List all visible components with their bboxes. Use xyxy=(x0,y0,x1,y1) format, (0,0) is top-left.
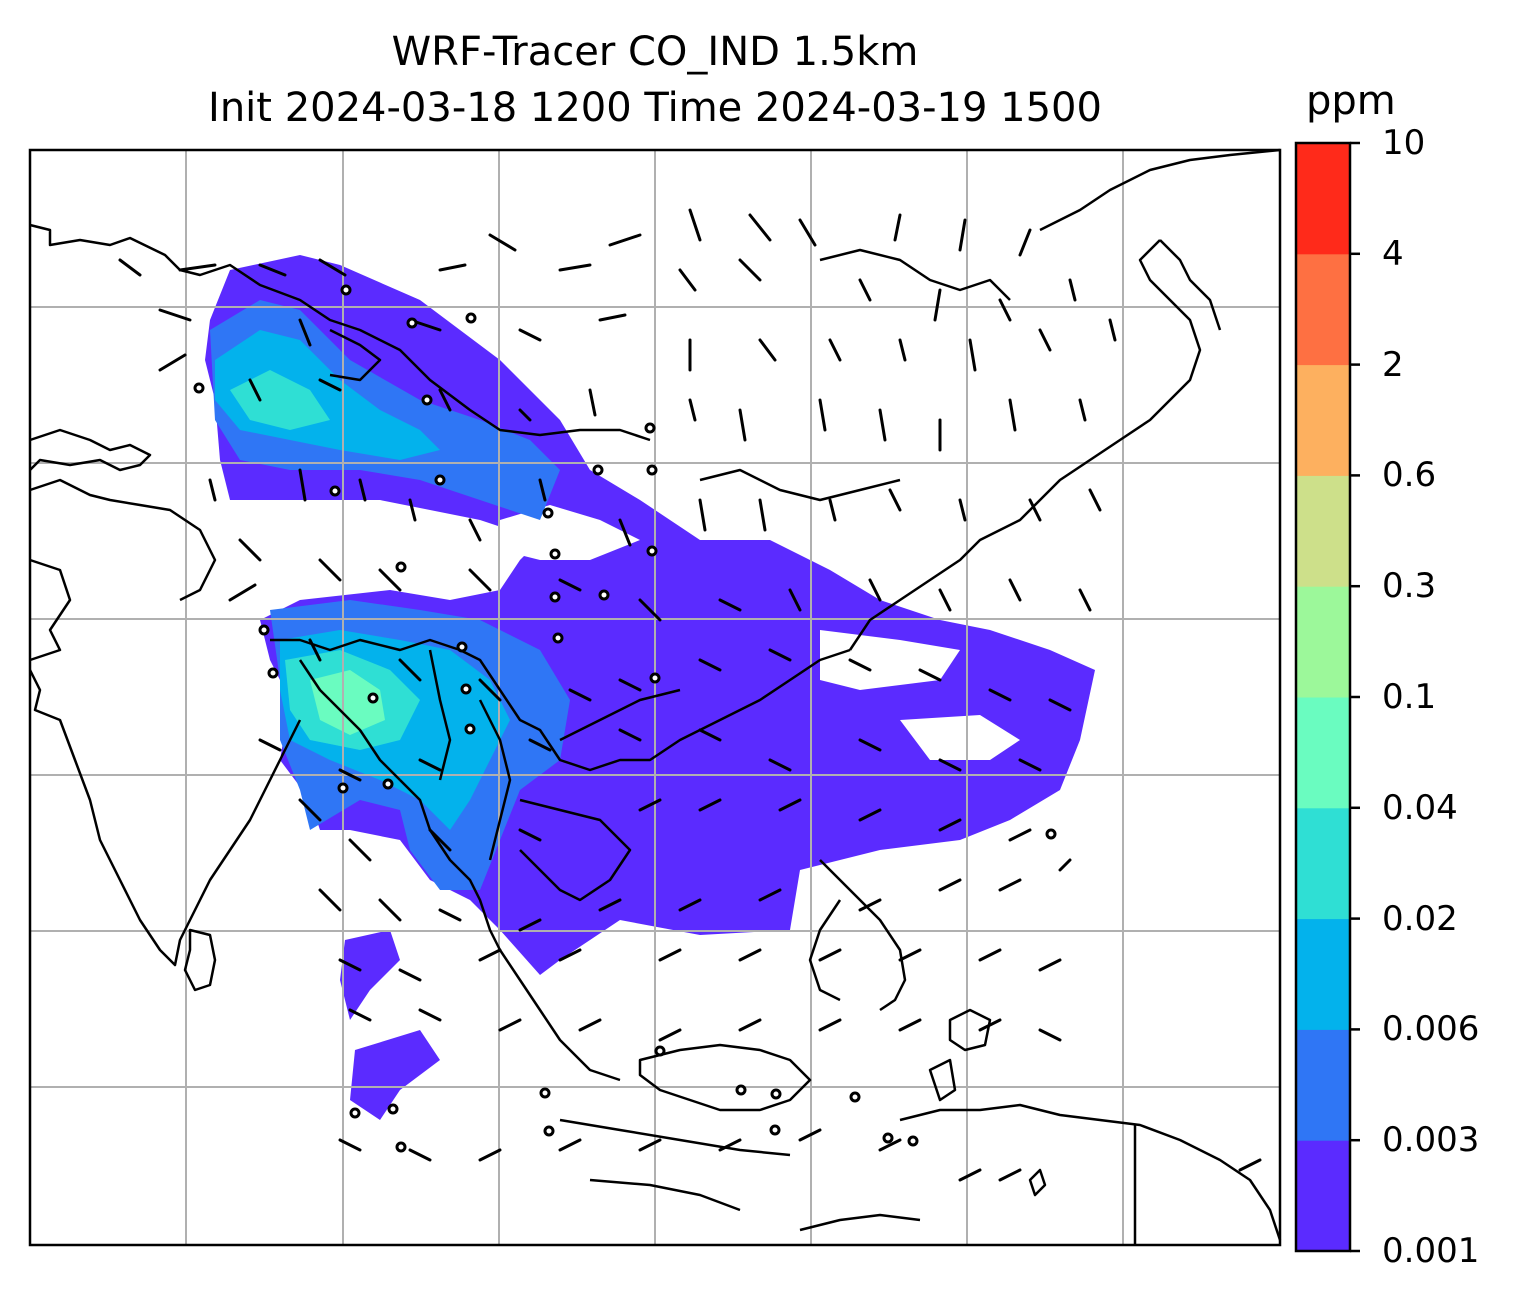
plume-level-3 xyxy=(215,330,440,460)
colorbar-segment xyxy=(1296,586,1350,698)
colorbar-tick-label: 0.1 xyxy=(1382,677,1437,717)
colorbar-tick-label: 0.006 xyxy=(1382,1009,1480,1050)
concentration-field xyxy=(205,255,1095,1120)
plume-south-1 xyxy=(340,930,400,1020)
colorbar-tick-label: 0.3 xyxy=(1382,566,1437,607)
chart-title-line-2: Init 2024-03-18 1200 Time 2024-03-19 150… xyxy=(208,85,1102,131)
colorbar-tick-label: 0.003 xyxy=(1382,1120,1480,1161)
colorbar-segment xyxy=(1296,1029,1350,1141)
plume-level-4 xyxy=(230,370,330,430)
plume-south-2 xyxy=(350,1030,440,1120)
calm-wind-markers xyxy=(193,284,1057,1153)
colorbar-segment xyxy=(1296,143,1350,255)
colorbar-segment xyxy=(1296,364,1350,476)
plume-level-5 xyxy=(310,670,385,735)
colorbar-segment xyxy=(1296,697,1350,809)
chart-title-line-1: WRF-Tracer CO_IND 1.5km xyxy=(391,29,919,75)
colorbar-tick-label: 10 xyxy=(1382,123,1426,163)
plume-gap-1 xyxy=(500,505,640,560)
plume-gap-2 xyxy=(820,630,960,690)
colorbar-tick-label: 0.02 xyxy=(1382,898,1458,939)
colorbar-tick-label: 0.001 xyxy=(1382,1231,1480,1271)
colorbar-segment xyxy=(1296,475,1350,587)
colorbar-tick-label: 2 xyxy=(1382,344,1404,385)
plume-gap-3 xyxy=(900,715,1020,760)
colorbar-tick-label: 0.6 xyxy=(1382,455,1437,496)
colorbar-units: ppm xyxy=(1306,78,1396,124)
map-frame xyxy=(28,148,1282,1247)
colorbar-segment xyxy=(1296,918,1350,1030)
colorbar-segment xyxy=(1296,807,1350,920)
colorbar-segment xyxy=(1296,253,1350,366)
colorbar-tick-label: 4 xyxy=(1382,233,1404,274)
colorbar-segment xyxy=(1296,1140,1350,1252)
colorbar xyxy=(1294,141,1360,1253)
wind-barbs xyxy=(118,208,1262,1182)
colorbar-tick-label: 0.04 xyxy=(1382,787,1458,828)
